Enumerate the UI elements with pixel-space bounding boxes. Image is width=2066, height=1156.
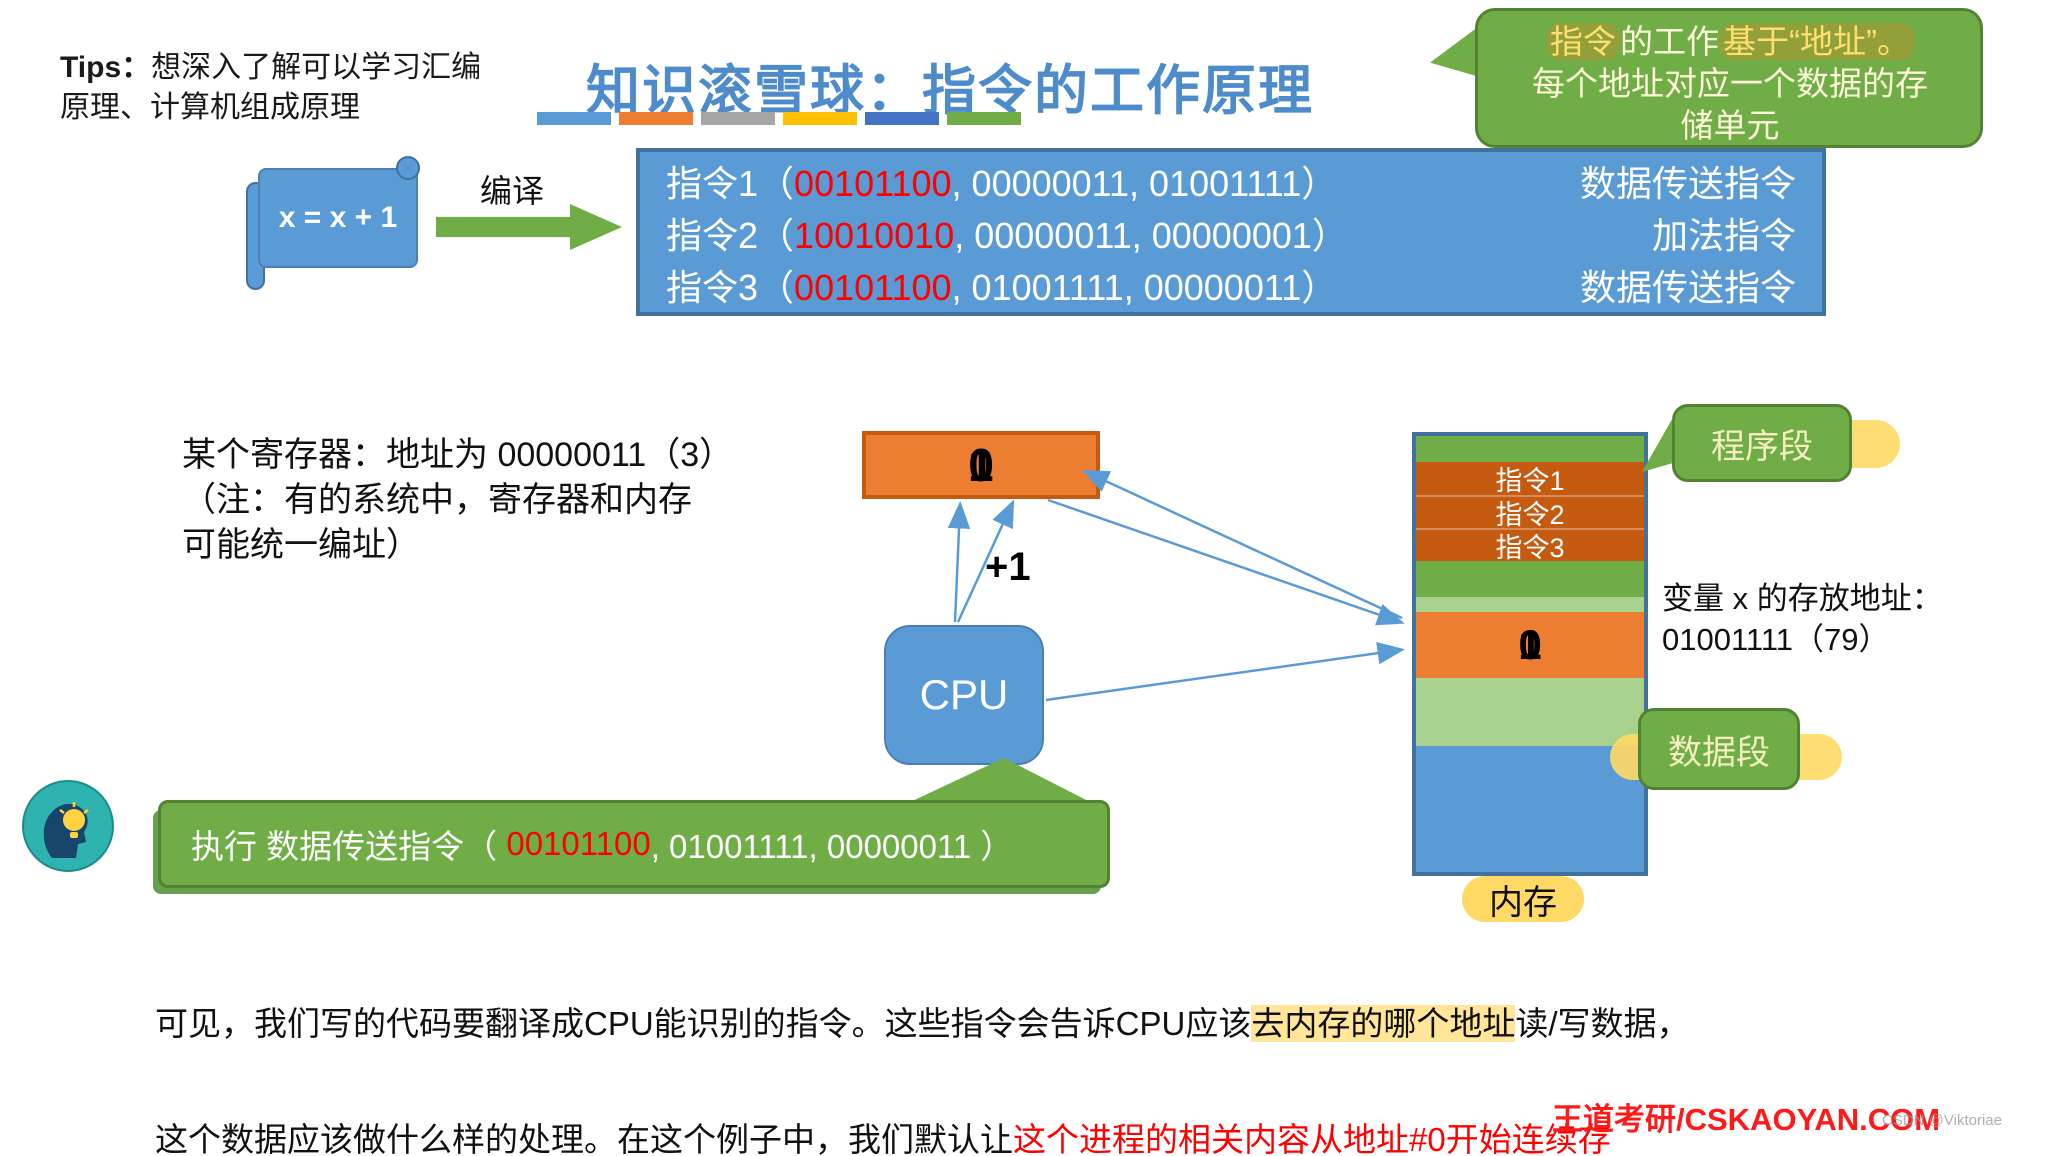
exec-instruction-callout: 执行 数据传送指令（ 00101100, 01001111, 00000011 … — [158, 800, 1110, 888]
highlighted-text: 去内存的哪个地址 — [1251, 1005, 1516, 1042]
data-segment-bubble: 数据段 — [1638, 708, 1800, 790]
instruction-opcode: 00101100 — [794, 163, 952, 204]
arrow-cpu-to-memory — [1045, 642, 1405, 702]
tips-line2: 原理、计算机组成原理 — [60, 91, 360, 124]
title-underline-bar — [537, 112, 611, 125]
instruction-type-label: 加法指令 — [1651, 215, 1796, 256]
address-bubble-highlight-2: 基于“地址”。 — [1719, 23, 1914, 60]
instruction-type-label: 数据传送指令 — [1579, 267, 1796, 308]
memory-row-green — [1416, 561, 1644, 597]
instruction-opcode: 00101100 — [794, 267, 952, 308]
scroll-top-curl — [396, 156, 420, 180]
paren: （ — [758, 163, 795, 204]
memory-row-green-top — [1416, 436, 1644, 462]
memory-row-light-green — [1416, 678, 1644, 746]
instruction-row: 指令2 （10010010, 00000011, 00000001） 加法指令 — [666, 210, 1796, 262]
cpu-box: CPU — [884, 625, 1044, 765]
instruction-name: 指令1 — [666, 163, 759, 204]
summary-paragraph: 可见，我们写的代码要翻译成CPU能识别的指令。这些指令会告诉CPU应该去内存的哪… — [155, 928, 1690, 1156]
address-bubble-line2: 每个地址对应一个数据的存 — [1532, 65, 1928, 102]
title-underline-bar — [701, 112, 775, 125]
text: 可见，我们写的代码要翻译成CPU能识别的指令。这些指令会告诉CPU应该 — [155, 1005, 1252, 1042]
instruction-row: 指令3 （00101100, 01001111, 00000011） 数据传送指令 — [666, 262, 1796, 314]
register-old-value: 0 — [968, 439, 994, 491]
source-code-scroll: x = x + 1 — [258, 168, 418, 268]
instruction-name: 指令3 — [666, 267, 759, 308]
arrow-memory-to-register — [1081, 469, 1403, 620]
watermark: CSDN @Viktoriae — [1882, 1112, 2002, 1129]
exec-callout-prefix: 执行 数据传送指令（ — [191, 828, 507, 865]
paragraph-line-2: 这个数据应该做什么样的处理。在这个例子中，我们默认让这个进程的相关内容从地址#0… — [155, 1121, 1690, 1156]
register-note: 某个寄存器：地址为 00000011（3） （注：有的系统中，寄存器和内存 可能… — [182, 433, 733, 568]
paren: （ — [758, 267, 795, 308]
register-note-line1: 某个寄存器：地址为 00000011（3） — [182, 436, 734, 474]
register-note-line2: （注：有的系统中，寄存器和内存 — [182, 481, 692, 519]
title-underline-bar — [619, 112, 693, 125]
title-underline-bar — [783, 112, 857, 125]
instruction-row: 指令1 （00101100, 00000011, 01001111） 数据传送指令 — [666, 158, 1796, 210]
exec-callout-opcode: 00101100 — [506, 825, 651, 862]
exec-callout-suffix: , 01001111, 00000011 ） — [650, 828, 1014, 865]
instruction-operands: , 01001111, 00000011） — [951, 267, 1358, 308]
paren: （ — [758, 215, 795, 256]
tips-prefix: Tips： — [60, 51, 152, 84]
memory-instruction-label: 指令2 — [1495, 500, 1565, 530]
tips-line1: 想深入了解可以学习汇编 — [151, 51, 482, 84]
arrow-cpu-to-register-1 — [947, 501, 971, 623]
register-note-line3: 可能统一编址） — [182, 526, 420, 564]
memory-cell-old-value: 0 — [1518, 621, 1542, 668]
arrow-register-to-memory — [1047, 498, 1405, 626]
title-underline-bars — [537, 112, 1021, 125]
data-segment-label: 数据段 — [1668, 733, 1770, 772]
memory-row-instruction-1: 指令1 — [1416, 462, 1644, 496]
instruction-list-box: 指令1 （00101100, 00000011, 01001111） 数据传送指令… — [636, 148, 1826, 316]
address-bubble-highlight-1: 指令 — [1546, 23, 1620, 60]
compile-label: 编译 — [480, 173, 545, 209]
memory-row-light-green-thin — [1416, 597, 1644, 612]
instruction-opcode: 10010010 — [794, 215, 955, 256]
memory-row-instruction-3: 指令3 — [1416, 528, 1644, 563]
source-code-text: x = x + 1 — [278, 201, 398, 234]
red-text: 这个进程的相关内容从地址#0开始连续存 — [1013, 1120, 1611, 1156]
title-underline-bar — [865, 112, 939, 125]
instruction-operands: , 00000011, 00000001） — [954, 215, 1368, 256]
instruction-operands: , 00000011, 01001111） — [951, 163, 1358, 204]
instruction-name: 指令2 — [666, 215, 759, 256]
address-bubble-plain: 的工作 — [1620, 23, 1719, 60]
program-segment-label: 程序段 — [1711, 427, 1813, 466]
memory-label: 内存 — [1462, 876, 1584, 922]
instruction-type-label: 数据传送指令 — [1579, 163, 1796, 204]
text: 这个数据应该做什么样的处理。在这个例子中，我们默认让 — [155, 1120, 1013, 1156]
memory-instruction-label: 指令1 — [1495, 466, 1565, 496]
thinker-avatar — [22, 780, 114, 872]
memory-row-blue-free — [1416, 746, 1644, 872]
x-address-note: 变量 x 的存放地址： 01001111（79） — [1662, 578, 1943, 660]
memory-row-instruction-2: 指令2 — [1416, 495, 1644, 530]
program-segment-bubble: 程序段 — [1672, 404, 1852, 482]
cpu-label: CPU — [919, 671, 1009, 718]
title-underline-bar — [947, 112, 1021, 125]
page-title: 知识滚雪球：指令的工作原理 — [586, 61, 1314, 121]
thinker-avatar-icon — [22, 780, 114, 872]
address-principle-bubble: 指令 的工作 基于“地址”。 每个地址对应一个数据的存 储单元 — [1475, 8, 1983, 148]
memory-instruction-label: 指令3 — [1495, 533, 1565, 563]
memory-label-text: 内存 — [1489, 883, 1557, 922]
brand-footer: 王道考研/CSKAOYAN.COM — [1552, 1102, 1941, 1137]
memory-cell-new-value: 1 — [1518, 621, 1542, 668]
register-new-value: 1 — [968, 439, 994, 491]
x-address-line2: 01001111（79） — [1662, 622, 1890, 657]
x-address-line1: 变量 x 的存放地址： — [1662, 581, 1943, 616]
text: 读/写数据， — [1515, 1005, 1690, 1042]
tips-note: Tips：想深入了解可以学习汇编 原理、计算机组成原理 — [60, 48, 481, 128]
paragraph-line-1: 可见，我们写的代码要翻译成CPU能识别的指令。这些指令会告诉CPU应该去内存的哪… — [155, 1005, 1690, 1044]
plus-one-label: +1 — [985, 545, 1031, 589]
address-bubble-line3: 储单元 — [1680, 107, 1780, 144]
